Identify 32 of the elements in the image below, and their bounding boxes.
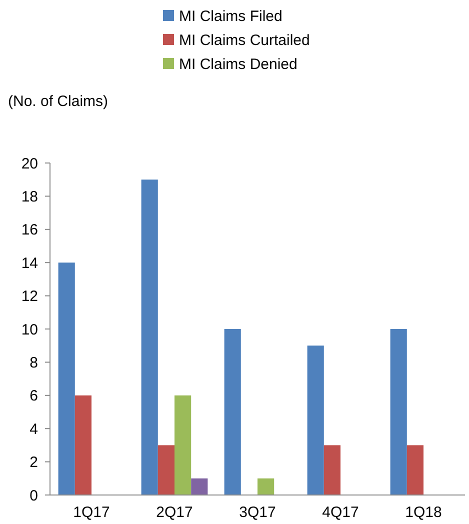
bar bbox=[74, 395, 92, 495]
y-tick-label: 12 bbox=[21, 288, 38, 306]
bar bbox=[174, 395, 192, 495]
x-tick-label: 4Q17 bbox=[322, 504, 359, 521]
y-tick-label: 18 bbox=[21, 188, 38, 206]
bar bbox=[224, 329, 241, 495]
bar bbox=[390, 329, 407, 495]
bar bbox=[158, 445, 174, 495]
x-tick-label: 1Q17 bbox=[73, 504, 110, 521]
legend-label: MI Claims Filed bbox=[179, 8, 282, 25]
y-tick-label: 6 bbox=[30, 388, 38, 405]
bar bbox=[191, 478, 208, 495]
bar bbox=[307, 346, 324, 495]
y-tick-label: 10 bbox=[21, 321, 38, 338]
y-tick-label: 14 bbox=[21, 254, 38, 272]
bar bbox=[324, 445, 340, 495]
y-tick-label: 20 bbox=[21, 155, 38, 172]
x-tick-label: 1Q18 bbox=[405, 504, 442, 521]
legend-label: MI Claims Curtailed bbox=[179, 32, 310, 49]
bar bbox=[141, 180, 158, 495]
y-tick-label: 4 bbox=[30, 420, 38, 438]
bar bbox=[406, 445, 424, 495]
legend-label: MI Claims Denied bbox=[179, 56, 298, 73]
y-tick-label: 2 bbox=[30, 454, 38, 472]
y-tick-label: 0 bbox=[30, 487, 38, 504]
x-tick-label: 3Q17 bbox=[239, 504, 276, 521]
y-axis-title: (No. of Claims) bbox=[8, 93, 108, 110]
bar bbox=[58, 262, 75, 495]
bar bbox=[258, 478, 274, 495]
x-tick-label: 2Q17 bbox=[156, 504, 193, 521]
y-tick-label: 8 bbox=[30, 354, 38, 372]
y-tick-label: 16 bbox=[21, 222, 38, 239]
